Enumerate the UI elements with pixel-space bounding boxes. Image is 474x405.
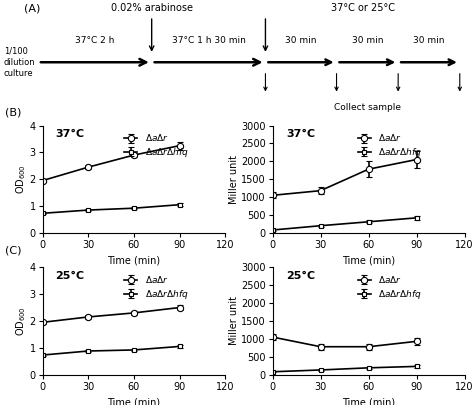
Text: (B): (B)	[5, 107, 21, 117]
Legend: $\it{\Delta a\Delta r}$, $\it{\Delta a\Delta r\Delta hfq}$: $\it{\Delta a\Delta r}$, $\it{\Delta a\D…	[358, 132, 422, 159]
Text: 1/100
dilution
culture: 1/100 dilution culture	[4, 47, 36, 78]
Text: 25°C: 25°C	[55, 271, 84, 281]
Text: 37°C: 37°C	[286, 129, 315, 139]
Text: 37°C or 25°C: 37°C or 25°C	[330, 3, 395, 13]
Text: (A): (A)	[24, 3, 40, 13]
Text: 37°C: 37°C	[55, 129, 84, 139]
Legend: $\it{\Delta a\Delta r}$, $\it{\Delta a\Delta r\Delta hfq}$: $\it{\Delta a\Delta r}$, $\it{\Delta a\D…	[124, 132, 189, 159]
X-axis label: Time (min): Time (min)	[107, 397, 161, 405]
X-axis label: Time (min): Time (min)	[107, 256, 161, 265]
Text: (C): (C)	[5, 245, 21, 255]
X-axis label: Time (min): Time (min)	[342, 397, 395, 405]
Text: Collect sample: Collect sample	[334, 103, 401, 112]
Text: 25°C: 25°C	[286, 271, 315, 281]
Y-axis label: OD$_{600}$: OD$_{600}$	[14, 164, 28, 194]
Legend: $\it{\Delta a\Delta r}$, $\it{\Delta a\Delta r\Delta hfq}$: $\it{\Delta a\Delta r}$, $\it{\Delta a\D…	[358, 274, 422, 301]
Y-axis label: Miller unit: Miller unit	[229, 296, 239, 345]
Text: 30 min: 30 min	[413, 36, 445, 45]
Text: 0.02% arabinose: 0.02% arabinose	[111, 3, 192, 13]
Legend: $\it{\Delta a\Delta r}$, $\it{\Delta a\Delta r\Delta hfq}$: $\it{\Delta a\Delta r}$, $\it{\Delta a\D…	[124, 274, 189, 301]
X-axis label: Time (min): Time (min)	[342, 256, 395, 265]
Y-axis label: OD$_{600}$: OD$_{600}$	[14, 306, 28, 336]
Text: 37°C 2 h: 37°C 2 h	[75, 36, 115, 45]
Y-axis label: Miller unit: Miller unit	[229, 155, 239, 204]
Text: 37°C 1 h 30 min: 37°C 1 h 30 min	[172, 36, 246, 45]
Text: 30 min: 30 min	[285, 36, 317, 45]
Text: 30 min: 30 min	[352, 36, 383, 45]
